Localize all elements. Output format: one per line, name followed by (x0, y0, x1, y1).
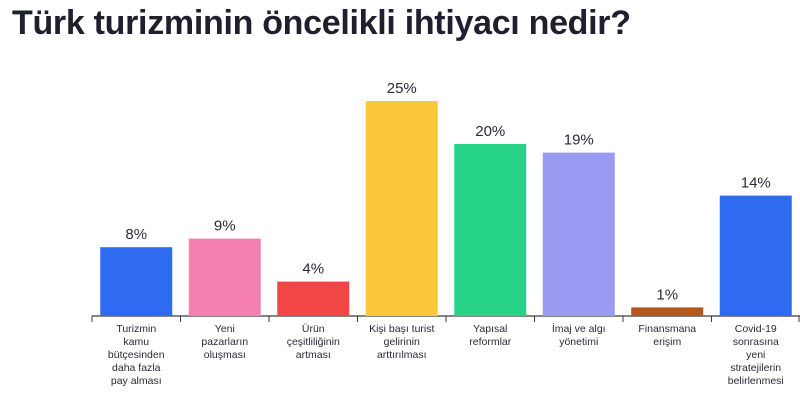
bar-7 (631, 307, 704, 316)
bar-2 (188, 238, 261, 316)
category-label-1: Turizmin kamu bütçesinden daha fazla pay alm… (108, 323, 165, 387)
category-label-4: Kişi başı turist gelirinin arttırılması (369, 323, 434, 361)
category-label-7: Finansmana erişim (638, 323, 696, 348)
bar-value-label-7: 1% (656, 286, 678, 303)
bar-3 (277, 281, 350, 316)
category-label-8: Covid-19 sonrasına yeni stratejilerin belirl… (728, 323, 784, 387)
category-label-6: İmaj ve algı yönetimi (552, 322, 606, 348)
bar-value-label-8: 14% (741, 175, 771, 192)
category-label-2: Yeni pazarların oluşması (201, 323, 248, 361)
bar-5 (454, 144, 527, 316)
bar-1 (100, 247, 173, 316)
chart-title: Türk turizminin öncelikli ihtiyacı nedir… (12, 4, 631, 42)
bar-value-label-5: 20% (475, 123, 505, 140)
bar-value-label-6: 19% (564, 132, 594, 149)
bar-value-label-1: 8% (125, 226, 147, 243)
bar-value-label-4: 25% (387, 80, 417, 97)
bar-value-label-2: 9% (214, 218, 236, 235)
category-label-5: Yapısal reformlar (469, 323, 512, 348)
bar-6 (542, 152, 615, 316)
bar-4 (365, 101, 438, 316)
category-label-3: Ürün çeşitliliğinin artması (287, 323, 340, 361)
bar-8 (719, 195, 792, 316)
bar-value-label-3: 4% (302, 261, 324, 278)
